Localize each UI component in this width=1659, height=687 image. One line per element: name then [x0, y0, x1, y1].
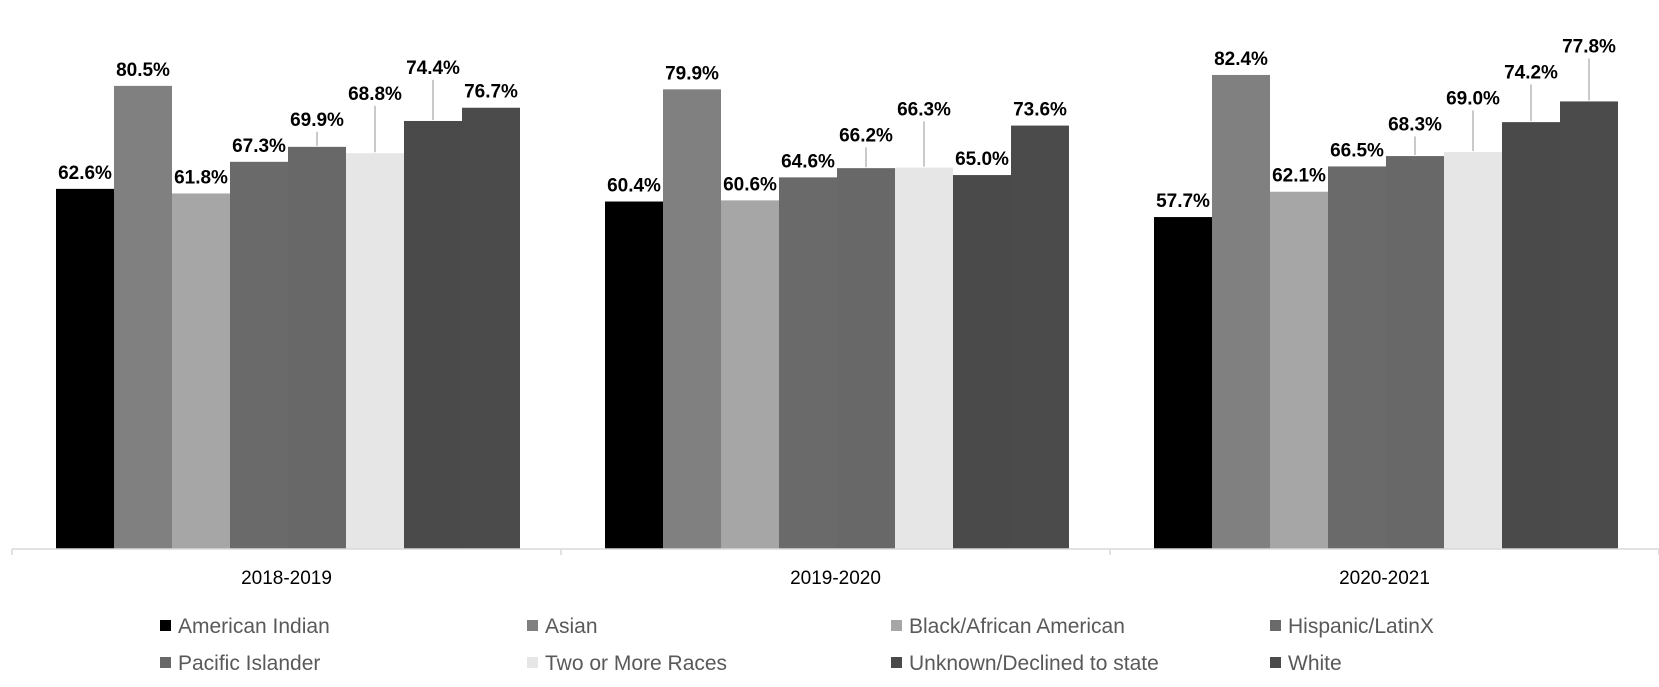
legend-label-hispanic-latinx: Hispanic/LatinX — [1288, 615, 1434, 638]
legend-label-asian: Asian — [545, 615, 598, 638]
x-axis: 2018-2019 2019-2020 2020-2021 — [11, 548, 1659, 589]
legend-label-white: White — [1288, 652, 1342, 675]
data-label-american-indian-2019-2020: 60.4% — [607, 176, 661, 197]
data-label-white-2020-2021: 77.8% — [1562, 36, 1616, 57]
data-label-american-indian-2018-2019: 62.6% — [58, 163, 112, 184]
legend-label-american-indian: American Indian — [178, 615, 330, 638]
bar-pacific-islander-2019-2020 — [837, 168, 895, 549]
bar-pacific-islander-2020-2021 — [1386, 156, 1444, 549]
legend-swatch-black-african-american — [891, 620, 902, 631]
data-label-unknown-declined-to-state-2019-2020: 65.0% — [955, 149, 1009, 170]
data-labels-layer: 62.6% 80.5% 61.8%67.3%69.9%68.8%74.4%76.7%… — [58, 36, 1616, 212]
bar-black-african-american-2020-2021 — [1270, 191, 1328, 549]
x-tick-label-2019-2020: 2019-2020 — [790, 568, 881, 589]
bar-white-2019-2020 — [1011, 125, 1069, 550]
legend-swatch-white — [1270, 657, 1281, 668]
data-label-hispanic-latinx-2018-2019: 67.3% — [232, 136, 286, 157]
bar-asian-2019-2020 — [663, 89, 721, 549]
data-label-asian-2018-2019: 80.5% — [116, 60, 170, 81]
data-label-american-indian-2020-2021: 57.7% — [1156, 191, 1210, 212]
data-label-unknown-declined-to-state-2018-2019: 74.4% — [406, 58, 460, 79]
legend-swatch-asian — [527, 620, 538, 631]
data-label-pacific-islander-2020-2021: 68.3% — [1388, 114, 1442, 135]
bar-asian-2018-2019 — [114, 85, 172, 550]
legend-label-two-or-more-races: Two or More Races — [545, 652, 727, 675]
legend-label-black-african-american: Black/African American — [909, 615, 1125, 638]
leader-lines-layer — [316, 58, 1590, 168]
bar-hispanic-latinx-2018-2019 — [230, 161, 288, 549]
data-label-white-2018-2019: 76.7% — [464, 82, 518, 103]
bar-unknown-declined-to-state-2018-2019 — [404, 120, 462, 549]
legend-label-pacific-islander: Pacific Islander — [178, 652, 320, 675]
bar-two-or-more-races-2019-2020 — [895, 167, 953, 549]
bar-hispanic-latinx-2019-2020 — [779, 177, 837, 549]
bar-black-african-american-2019-2020 — [721, 200, 779, 549]
legend-swatch-american-indian — [160, 620, 171, 631]
bar-unknown-declined-to-state-2020-2021 — [1502, 122, 1560, 549]
data-label-asian-2019-2020: 79.9% — [665, 63, 719, 84]
data-label-black-african-american-2019-2020: 60.6% — [723, 174, 777, 195]
bar-black-african-american-2018-2019 — [172, 193, 230, 549]
legend: American Indian Asian Black/African Americ… — [160, 615, 1434, 675]
bar-american-indian-2019-2020 — [605, 201, 663, 549]
x-tick-label-2018-2019: 2018-2019 — [241, 568, 332, 589]
bar-hispanic-latinx-2020-2021 — [1328, 166, 1386, 549]
bar-white-2018-2019 — [462, 107, 520, 549]
legend-swatch-pacific-islander — [160, 657, 171, 668]
data-label-pacific-islander-2019-2020: 66.2% — [839, 125, 893, 146]
data-label-black-african-american-2018-2019: 61.8% — [174, 167, 228, 188]
data-label-unknown-declined-to-state-2020-2021: 74.2% — [1504, 62, 1558, 83]
data-label-two-or-more-races-2019-2020: 66.3% — [897, 99, 951, 120]
data-label-two-or-more-races-2018-2019: 68.8% — [348, 84, 402, 105]
data-label-pacific-islander-2018-2019: 69.9% — [290, 110, 344, 131]
data-label-two-or-more-races-2020-2021: 69.0% — [1446, 88, 1500, 109]
bar-asian-2020-2021 — [1212, 74, 1270, 550]
data-label-hispanic-latinx-2020-2021: 66.5% — [1330, 140, 1384, 161]
legend-swatch-two-or-more-races — [527, 657, 538, 668]
bar-pacific-islander-2018-2019 — [288, 146, 346, 549]
data-label-asian-2020-2021: 82.4% — [1214, 49, 1268, 70]
bar-white-2020-2021 — [1560, 101, 1618, 550]
x-tick-label-2020-2021: 2020-2021 — [1339, 568, 1430, 589]
bars-layer — [56, 74, 1618, 550]
bar-american-indian-2018-2019 — [56, 188, 114, 550]
data-label-hispanic-latinx-2019-2020: 64.6% — [781, 151, 835, 172]
bar-two-or-more-races-2020-2021 — [1444, 152, 1502, 549]
legend-swatch-hispanic-latinx — [1270, 620, 1281, 631]
bar-two-or-more-races-2018-2019 — [346, 153, 404, 549]
bar-american-indian-2020-2021 — [1154, 217, 1212, 550]
data-label-white-2019-2020: 73.6% — [1013, 100, 1067, 121]
bar-unknown-declined-to-state-2019-2020 — [953, 175, 1011, 549]
data-label-black-african-american-2020-2021: 62.1% — [1272, 166, 1326, 187]
legend-swatch-unknown-declined-to-state — [891, 657, 902, 668]
legend-label-unknown-declined-to-state: Unknown/Declined to state — [909, 652, 1159, 675]
